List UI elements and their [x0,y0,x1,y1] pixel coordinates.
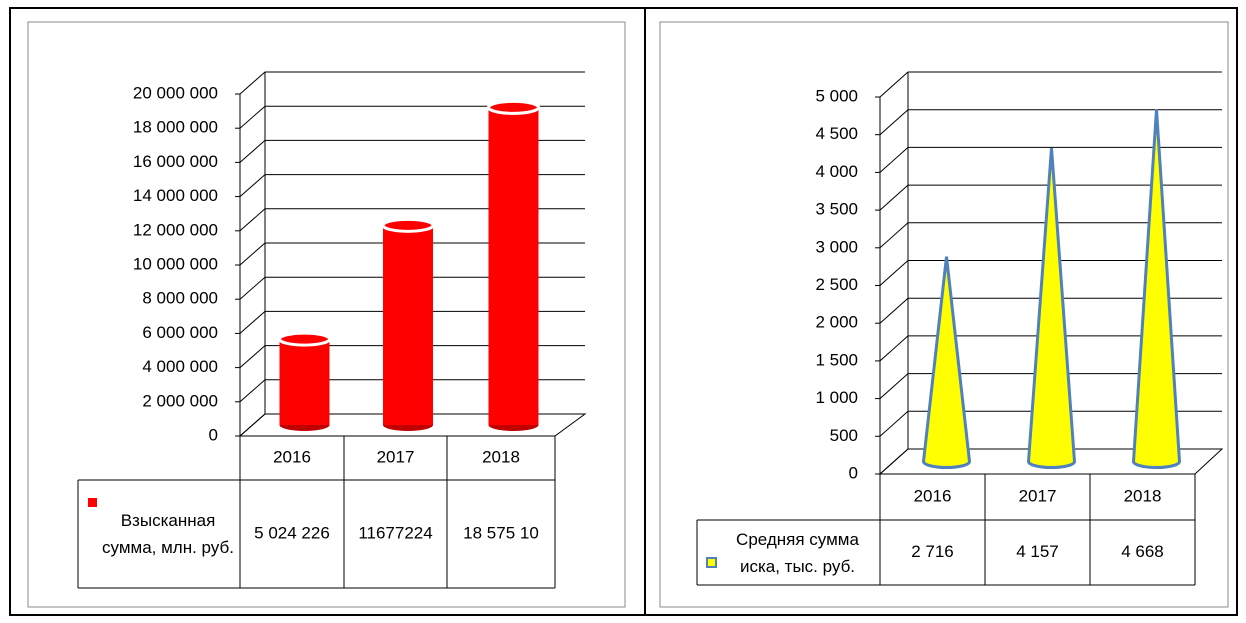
y-tick-label: 4 000 [815,162,858,181]
bar-cap [278,331,331,347]
cone [1131,109,1182,469]
grid-line [879,71,1222,98]
grid-line [879,373,1222,399]
x-tick-label: 2018 [482,447,520,466]
grid-line [879,448,1222,475]
value-label: 4 157 [1016,542,1059,561]
y-tick-label: 2 500 [815,275,858,294]
grid-line [239,276,585,300]
y-tick-label: 16 000 000 [133,152,218,171]
y-tick-label: 500 [830,426,858,445]
grid-line [879,335,1222,362]
y-tick-label: 4 500 [815,124,858,143]
x-tick-label: 2018 [1124,486,1162,505]
x-tick-label: 2017 [377,447,415,466]
chart-box [659,21,1229,608]
grid-line [239,242,585,266]
y-tick-label: 0 [849,463,858,482]
grid-line [239,208,585,232]
legend-marker [706,557,717,568]
bar [279,339,330,425]
legend-label: Взысканная сумма, млн. руб. [102,511,234,557]
y-tick-label: 2 000 [815,313,858,332]
y-tick-label: 5 000 [815,86,858,105]
bar-cap [487,99,540,115]
grid-line [239,174,585,197]
grid-line [239,345,585,368]
y-tick-label: 8 000 000 [142,289,218,308]
value-label: 5 024 226 [254,523,330,542]
value-label: 18 575 10 [463,523,539,542]
grid-line [879,146,1222,173]
legend-marker [88,498,97,507]
x-tick-label: 2016 [914,486,952,505]
grid-line [879,410,1222,437]
y-tick-label: 12 000 000 [133,220,218,239]
grid-line [239,71,585,95]
bar-cap [381,217,435,233]
y-tick-label: 18 000 000 [133,118,218,137]
legend-label: Средняя сумма иска, тыс. руб. [736,529,859,576]
grid-line [239,379,585,403]
grid-line [879,222,1222,249]
y-tick-label: 4 000 000 [142,357,218,376]
grid-line [879,260,1222,286]
grid-line [239,139,585,163]
y-tick-label: 2 000 000 [142,391,218,410]
grid-line [239,310,585,334]
y-tick-label: 3 000 [815,237,858,256]
bar [488,107,539,426]
y-tick-label: 20 000 000 [133,83,218,102]
grid-line [879,184,1222,211]
grid-line [879,109,1222,136]
grid-line [879,297,1222,324]
y-tick-label: 3 500 [815,200,858,219]
bar [383,225,433,425]
value-label: 11677224 [358,523,432,542]
chart-box [27,21,626,608]
value-label: 2 716 [911,542,954,561]
y-tick-label: 6 000 000 [142,323,218,342]
y-tick-label: 10 000 000 [133,254,218,273]
grid-line [239,413,585,437]
cone [921,256,972,469]
y-tick-label: 0 [209,425,218,444]
y-tick-label: 14 000 000 [133,186,218,205]
y-tick-label: 1 500 [815,350,858,369]
y-tick-label: 1 000 [815,388,858,407]
frame [9,7,1238,616]
cone [1026,147,1077,469]
grid-line [239,105,585,129]
x-tick-label: 2016 [273,447,311,466]
x-tick-label: 2017 [1019,486,1057,505]
value-label: 4 668 [1121,542,1164,561]
